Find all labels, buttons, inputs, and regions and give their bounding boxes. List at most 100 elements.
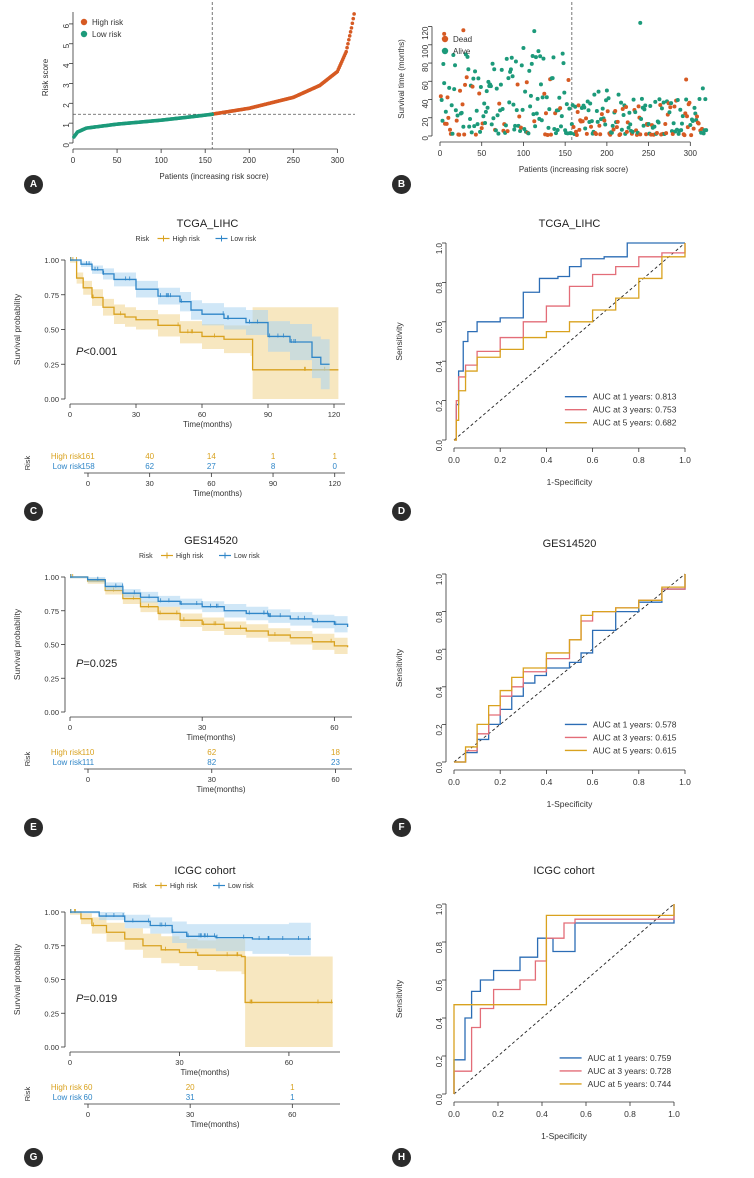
alive-point — [506, 76, 511, 81]
dead-point — [470, 84, 475, 89]
risk-table-value: 111 — [82, 758, 95, 767]
risk-table-row-name: Low risk — [53, 462, 83, 471]
x-tick-label: 60 — [330, 723, 338, 732]
risk-table-value: 1 — [290, 1093, 295, 1102]
alive-point — [595, 119, 600, 124]
dead-point — [694, 114, 699, 119]
x-axis-label: Patients (increasing risk socre) — [519, 165, 629, 174]
alive-point — [652, 124, 657, 129]
alive-point — [678, 107, 683, 112]
risk-table-tick-label: 30 — [146, 479, 154, 488]
roc-curve-icgc: ICGC cohort 0.0 0.2 0.4 0.6 0.8 1.0 0.0 0.2 0.4 0.… — [394, 865, 680, 1141]
x-tick-label: 0.8 — [624, 1109, 636, 1119]
chart-title: TCGA_LIHC — [177, 218, 239, 230]
alive-point — [697, 96, 702, 101]
alive-point — [461, 124, 466, 129]
risk-table-tick-label: 90 — [269, 479, 277, 488]
legend-label: Low risk — [231, 236, 257, 243]
y-tick-label: 0.2 — [435, 724, 444, 736]
risk-table-value: 14 — [207, 452, 216, 461]
alive-point — [499, 67, 504, 72]
alive-point — [467, 124, 472, 129]
dead-point — [654, 131, 659, 136]
alive-point — [531, 112, 536, 117]
alive-point — [521, 46, 526, 51]
status-point — [638, 20, 643, 25]
dead-point — [620, 107, 625, 112]
alive-point — [503, 123, 508, 128]
p-value-symbol: P — [76, 346, 84, 358]
dead-point — [446, 115, 451, 120]
risk-table-tick-label: 60 — [331, 775, 339, 784]
dead-point — [518, 125, 523, 130]
y-tick-label: 0.25 — [44, 1009, 59, 1018]
risk-table-x-label: Time(months) — [190, 1120, 239, 1129]
alive-point — [594, 109, 599, 114]
roc-curve-ges: GES14520 0.0 0.2 0.4 0.6 0.8 1.0 0.0 0.2 0.4 0.6 0.… — [394, 538, 691, 809]
alive-point — [690, 118, 695, 123]
alive-point — [564, 102, 569, 107]
x-tick-label: 30 — [198, 723, 206, 732]
legend-label: AUC at 5 years: 0.615 — [593, 745, 677, 755]
risk-point — [347, 34, 352, 38]
roc-curve — [454, 242, 685, 441]
risk-table-value: 23 — [331, 758, 340, 767]
dead-point — [479, 126, 484, 131]
panel-e-km-ges: GES14520 Risk High risk Low risk 0.00 0.25 0.5… — [0, 527, 377, 822]
x-tick-label: 300 — [331, 156, 345, 165]
panel-h-roc-icgc: ICGC cohort 0.0 0.2 0.4 0.6 0.8 1.0 0.0 0.2 0.4 0.… — [377, 857, 754, 1152]
alive-point — [459, 110, 464, 115]
y-tick-label: 0.4 — [435, 1017, 444, 1029]
legend-label: AUC at 3 years: 0.753 — [593, 405, 677, 415]
dead-point — [448, 127, 453, 132]
alive-point — [679, 121, 684, 126]
alive-point — [490, 61, 495, 66]
legend-label: High risk — [170, 883, 198, 890]
status-point — [442, 31, 447, 36]
legend-label: AUC at 1 years: 0.813 — [593, 392, 677, 402]
alive-point — [452, 87, 457, 92]
roc-curve — [454, 243, 686, 441]
x-axis-label: 1-Specificity — [547, 799, 594, 809]
panel-g-km-icgc: ICGC cohort Risk High risk Low risk 0.00 0.25… — [0, 857, 377, 1152]
risk-table-value: 27 — [207, 462, 216, 471]
risk-point — [352, 12, 356, 16]
alive-point — [552, 127, 557, 132]
x-tick-label: 60 — [285, 1058, 293, 1067]
alive-point — [474, 108, 479, 113]
x-tick-label: 150 — [558, 149, 572, 158]
alive-point — [476, 76, 481, 81]
x-tick-label: 0.6 — [587, 777, 599, 787]
y-tick-label: 0.00 — [44, 1043, 59, 1052]
alive-point — [510, 74, 515, 79]
y-axis-label: Sensitivity — [394, 322, 404, 361]
panel-a-risk-score: 0 1 2 3 4 5 6 0 50 100 150 200 250 300 Patients (incre… — [0, 0, 377, 200]
y-axis-label: Survival probability — [12, 943, 22, 1015]
alive-point — [529, 61, 534, 66]
risk-table-value: 62 — [207, 748, 216, 757]
alive-point — [671, 121, 676, 126]
alive-point — [509, 55, 514, 60]
risk-table-value: 62 — [145, 462, 154, 471]
alive-point — [513, 123, 518, 128]
dead-point — [577, 127, 582, 132]
dead-point — [542, 91, 547, 96]
y-tick-label: 0.0 — [435, 439, 444, 451]
risk-table-label: Risk — [23, 751, 32, 766]
alive-point — [478, 129, 483, 134]
dead-point — [574, 132, 579, 137]
x-tick-label: 250 — [642, 149, 656, 158]
x-tick-label: 0 — [68, 723, 72, 732]
alive-point — [482, 101, 487, 106]
alive-point — [596, 89, 601, 94]
alive-point — [519, 63, 524, 68]
alive-point — [530, 54, 535, 59]
risk-table-row-name: Low risk — [53, 1093, 83, 1102]
alive-point — [561, 61, 566, 66]
confidence-band — [70, 912, 333, 1047]
risk-table-value: 20 — [186, 1083, 195, 1092]
risk-table-value: 40 — [145, 452, 154, 461]
risk-table-value: 110 — [82, 748, 95, 757]
alive-point — [466, 67, 471, 72]
legend-label: AUC at 3 years: 0.728 — [588, 1066, 672, 1076]
